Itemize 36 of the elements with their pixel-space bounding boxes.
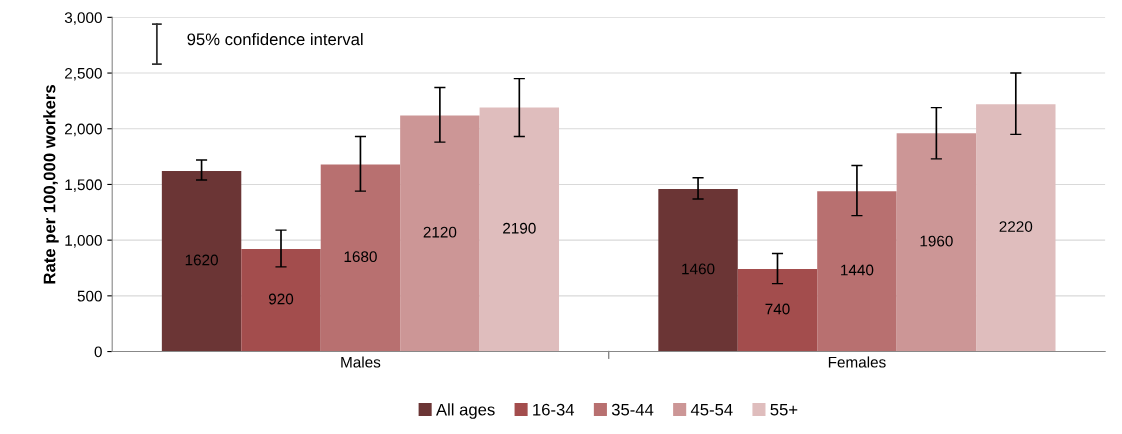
data-label: 920 <box>268 293 294 305</box>
data-label: 2220 <box>999 221 1033 232</box>
legend-label: 45-54 <box>690 403 733 416</box>
data-label: 1460 <box>682 263 715 275</box>
legend-label: 16-34 <box>533 403 575 416</box>
y-tick-label: 0 <box>94 346 102 358</box>
x-tick-label: Females <box>828 356 886 368</box>
data-label: 2190 <box>503 222 536 234</box>
data-label: 740 <box>765 303 790 315</box>
data-label: 1620 <box>185 254 218 266</box>
y-tick-label: 2,500 <box>65 67 102 81</box>
data-label: 2120 <box>423 226 457 238</box>
bar <box>400 115 480 352</box>
legend-label: 55+ <box>770 403 798 416</box>
bar <box>976 104 1056 352</box>
bar <box>817 191 897 352</box>
x-tick-label: Males <box>341 356 381 368</box>
bar <box>161 171 242 352</box>
y-tick-label: 3,000 <box>64 12 102 25</box>
data-label: 1680 <box>344 251 377 263</box>
y-tick-label: 1,000 <box>65 235 102 248</box>
bar <box>479 107 560 352</box>
y-tick-label: 500 <box>77 290 102 302</box>
legend-label: 35-44 <box>611 403 654 416</box>
bar <box>737 269 818 352</box>
y-tick-label: 2,000 <box>65 123 102 137</box>
legend-label: All ages <box>436 403 495 419</box>
y-axis-title: Rate per 100,000 workers <box>43 85 59 284</box>
bar <box>320 164 401 352</box>
y-tick-label: 1,500 <box>65 179 102 192</box>
bar <box>896 133 977 352</box>
bar <box>241 249 321 352</box>
bar <box>658 188 738 352</box>
annotation: 95% confidence interval <box>187 32 363 46</box>
data-label: 1440 <box>841 264 874 276</box>
data-label: 1960 <box>920 235 953 247</box>
